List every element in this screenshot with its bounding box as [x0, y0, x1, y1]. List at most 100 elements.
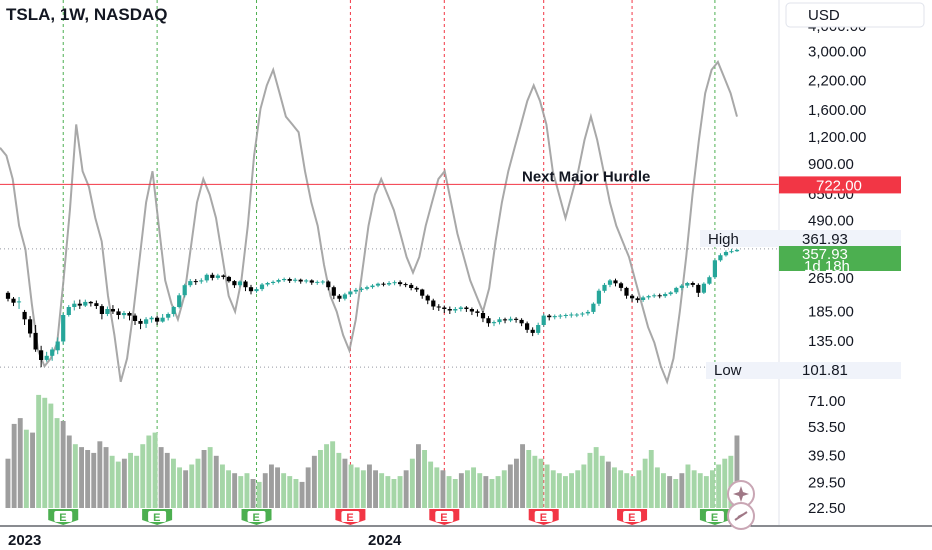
candle-body — [569, 314, 574, 316]
volume-bar — [575, 470, 581, 508]
volume-bar — [299, 481, 305, 508]
candle — [475, 309, 480, 317]
candle-body — [127, 313, 132, 316]
bar-countdown: 1d 18h — [804, 258, 850, 275]
volume-bar — [526, 450, 532, 508]
candle — [326, 280, 331, 291]
candle — [569, 312, 574, 318]
candle-body — [464, 307, 469, 309]
candle — [138, 318, 143, 330]
volume-bar — [654, 467, 660, 508]
volume-bar — [232, 473, 238, 508]
time-axis-tick: 2024 — [368, 532, 402, 549]
candle-body — [232, 281, 237, 286]
price-axis-tick: 3,000.00 — [808, 44, 866, 61]
candle — [657, 293, 662, 299]
volume-bar — [287, 476, 293, 508]
candle — [536, 322, 541, 335]
candle — [237, 280, 243, 288]
candle — [696, 283, 701, 297]
candle-body — [668, 292, 673, 295]
price-axis-tick: 22.50 — [808, 500, 846, 517]
time-axis-bg[interactable] — [0, 526, 932, 550]
candle — [370, 284, 375, 289]
volume-bar — [367, 464, 372, 508]
volume-bar — [128, 452, 133, 508]
candle-body — [5, 292, 11, 299]
candle — [607, 278, 613, 288]
earnings-marker[interactable]: E — [617, 509, 648, 525]
earnings-marker[interactable]: E — [429, 509, 460, 525]
candle-body — [16, 301, 22, 303]
volume-bar — [734, 435, 740, 508]
candle-body — [480, 313, 486, 319]
candle — [635, 296, 640, 303]
candle-body — [585, 311, 590, 314]
candle-body — [309, 280, 314, 283]
candle — [585, 309, 590, 316]
volume-bar — [281, 473, 287, 508]
candle — [613, 278, 618, 287]
volume-bar — [60, 421, 66, 508]
candle — [243, 280, 248, 292]
candle — [144, 317, 149, 328]
earnings-marker[interactable]: E — [241, 509, 272, 525]
earnings-marker[interactable]: E — [48, 509, 79, 525]
candle — [298, 278, 303, 284]
candle-body — [11, 298, 16, 303]
candle-body — [348, 291, 353, 295]
candle-body — [707, 277, 712, 284]
volume-bar — [520, 444, 525, 508]
candle-body — [453, 309, 458, 311]
candle — [22, 309, 27, 325]
volume-bar — [569, 473, 574, 508]
candle — [83, 299, 88, 308]
earnings-marker[interactable]: E — [142, 509, 173, 525]
candle — [94, 300, 99, 309]
candle-body — [155, 317, 160, 322]
volume-bar — [440, 470, 446, 508]
candle-body — [491, 322, 497, 324]
hurdle-price-value: 722.00 — [816, 177, 862, 194]
candle-body — [652, 295, 657, 297]
candle — [734, 249, 740, 252]
volume-bar — [311, 455, 317, 508]
candle — [353, 287, 358, 295]
candle-body — [536, 325, 541, 333]
candle — [392, 280, 397, 286]
volume-bar — [630, 476, 636, 508]
candle — [204, 273, 209, 283]
price-axis-tick: 71.00 — [808, 393, 846, 410]
volume-bar — [146, 435, 152, 508]
candle-body — [353, 289, 358, 292]
volume-bar — [409, 458, 415, 508]
volume-bar — [452, 479, 458, 508]
currency-button[interactable]: USD — [785, 2, 925, 28]
candle-body — [486, 318, 491, 324]
volume-bar — [648, 450, 654, 508]
candle — [182, 283, 187, 298]
time-axis-tick: 2023 — [8, 532, 41, 549]
candle-body — [690, 283, 695, 285]
volume-bar — [379, 473, 385, 508]
earnings-marker[interactable]: E — [528, 509, 559, 525]
lightning-icon[interactable] — [727, 502, 755, 530]
candle-body — [293, 279, 298, 281]
time-axis[interactable]: 2023 2024 — [8, 532, 402, 549]
candle-body — [331, 287, 336, 296]
candle-body — [265, 283, 270, 285]
candle-body — [144, 319, 149, 324]
candle — [248, 284, 254, 295]
volume-bar — [532, 455, 538, 508]
earnings-marker[interactable]: E — [699, 509, 730, 525]
candle-body — [613, 280, 618, 284]
candle-body — [298, 279, 303, 282]
earnings-marker[interactable]: E — [335, 509, 366, 525]
volume-bar — [342, 458, 348, 508]
candle — [105, 306, 110, 317]
candle — [348, 290, 353, 297]
candle — [508, 316, 513, 323]
candle-body — [237, 281, 243, 286]
candle-body — [425, 295, 430, 301]
